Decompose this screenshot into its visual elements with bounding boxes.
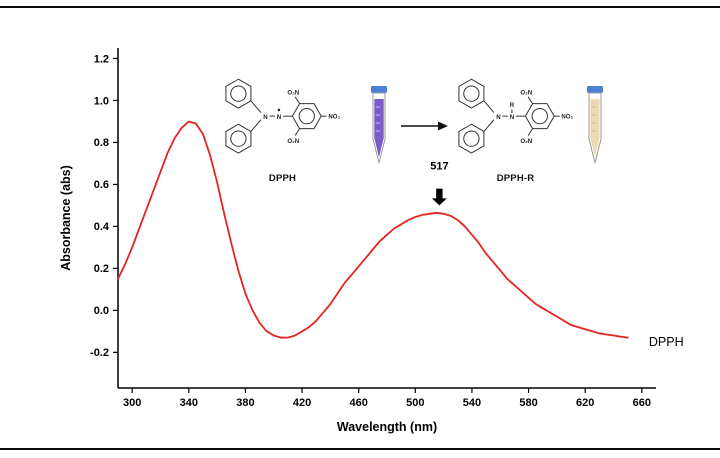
cuvette-dpph-icon — [371, 86, 387, 164]
x-tick-label: 420 — [293, 397, 311, 409]
x-tick-label: 580 — [519, 397, 537, 409]
y-tick-label: 0.0 — [94, 305, 109, 317]
phenyl-ring-top — [225, 78, 252, 109]
aromatic-circle — [230, 85, 247, 102]
tube-graduations — [375, 106, 380, 132]
spectrum-curve — [117, 120, 629, 339]
nitro-group-label: O₂N — [520, 138, 532, 145]
y-tick-label: 0.4 — [94, 221, 110, 233]
y-tick-label: 1.2 — [94, 53, 109, 65]
x-tick-label: 460 — [350, 397, 368, 409]
bottom-border-line — [0, 448, 720, 450]
nitro-group-label: O₂N — [287, 90, 299, 97]
radical-dot — [277, 108, 281, 112]
r-group-label: R — [510, 102, 515, 109]
y-tick-label: 0.8 — [94, 137, 109, 149]
picryl-ring — [524, 103, 555, 130]
n-atom-label: N — [496, 114, 500, 121]
tube-cap — [587, 86, 603, 93]
x-tick-label: 340 — [180, 397, 198, 409]
product-caption: DPPH-R — [496, 173, 535, 184]
y-tick-label: 0.2 — [94, 263, 109, 275]
y-tick-label: 0.6 — [94, 179, 109, 191]
picryl-ring — [291, 103, 322, 130]
x-axis-title: Wavelength (nm) — [337, 420, 437, 434]
dpph-structure: N N O₂N NO₂ O₂N — [225, 78, 341, 154]
reactant-caption: DPPH — [268, 173, 297, 184]
dpph-bonds — [225, 78, 327, 154]
aromatic-circle — [230, 130, 247, 147]
y-tick-label: 1.0 — [94, 95, 109, 107]
phenyl-ring-top — [458, 78, 485, 109]
tube-cap — [371, 86, 387, 93]
tube-liquid — [590, 99, 600, 158]
tube-graduations — [591, 106, 596, 132]
peak-down-arrow-icon — [431, 188, 447, 206]
x-tick-label: 380 — [236, 397, 254, 409]
n-atom-label: N — [277, 114, 281, 121]
dpph-r-bonds — [458, 78, 560, 154]
x-tick-label: 620 — [576, 397, 594, 409]
phenyl-ring-bottom — [458, 123, 485, 154]
curve-series-label: DPPH — [649, 335, 684, 349]
nitro-group-label: O₂N — [287, 138, 299, 145]
tube-liquid — [374, 99, 384, 158]
peak-wavelength-label: 517 — [430, 161, 448, 173]
cuvette-dpph-r-icon — [587, 86, 603, 164]
y-axis-title: Absorbance (abs) — [59, 165, 73, 271]
nitro-group-label: O₂N — [520, 90, 532, 97]
x-tick-label: 660 — [633, 397, 651, 409]
nitro-group-label: NO₂ — [328, 113, 340, 120]
aromatic-circle — [463, 85, 480, 102]
x-tick-label: 500 — [406, 397, 424, 409]
aromatic-circle — [298, 108, 315, 125]
aromatic-circle — [531, 108, 548, 125]
y-tick-label: -0.2 — [90, 347, 109, 359]
aromatic-circle — [463, 130, 480, 147]
n-atom-label: N — [263, 114, 267, 121]
x-tick-label: 300 — [123, 397, 141, 409]
reaction-arrow-icon — [401, 121, 448, 131]
phenyl-ring-bottom — [225, 123, 252, 154]
x-tick-label: 540 — [463, 397, 481, 409]
top-border-line — [0, 6, 720, 8]
nitro-group-label: NO₂ — [561, 113, 573, 120]
dpph-r-structure: N N R O₂N NO₂ O₂N — [458, 78, 574, 154]
n-atom-label: N — [510, 114, 514, 121]
